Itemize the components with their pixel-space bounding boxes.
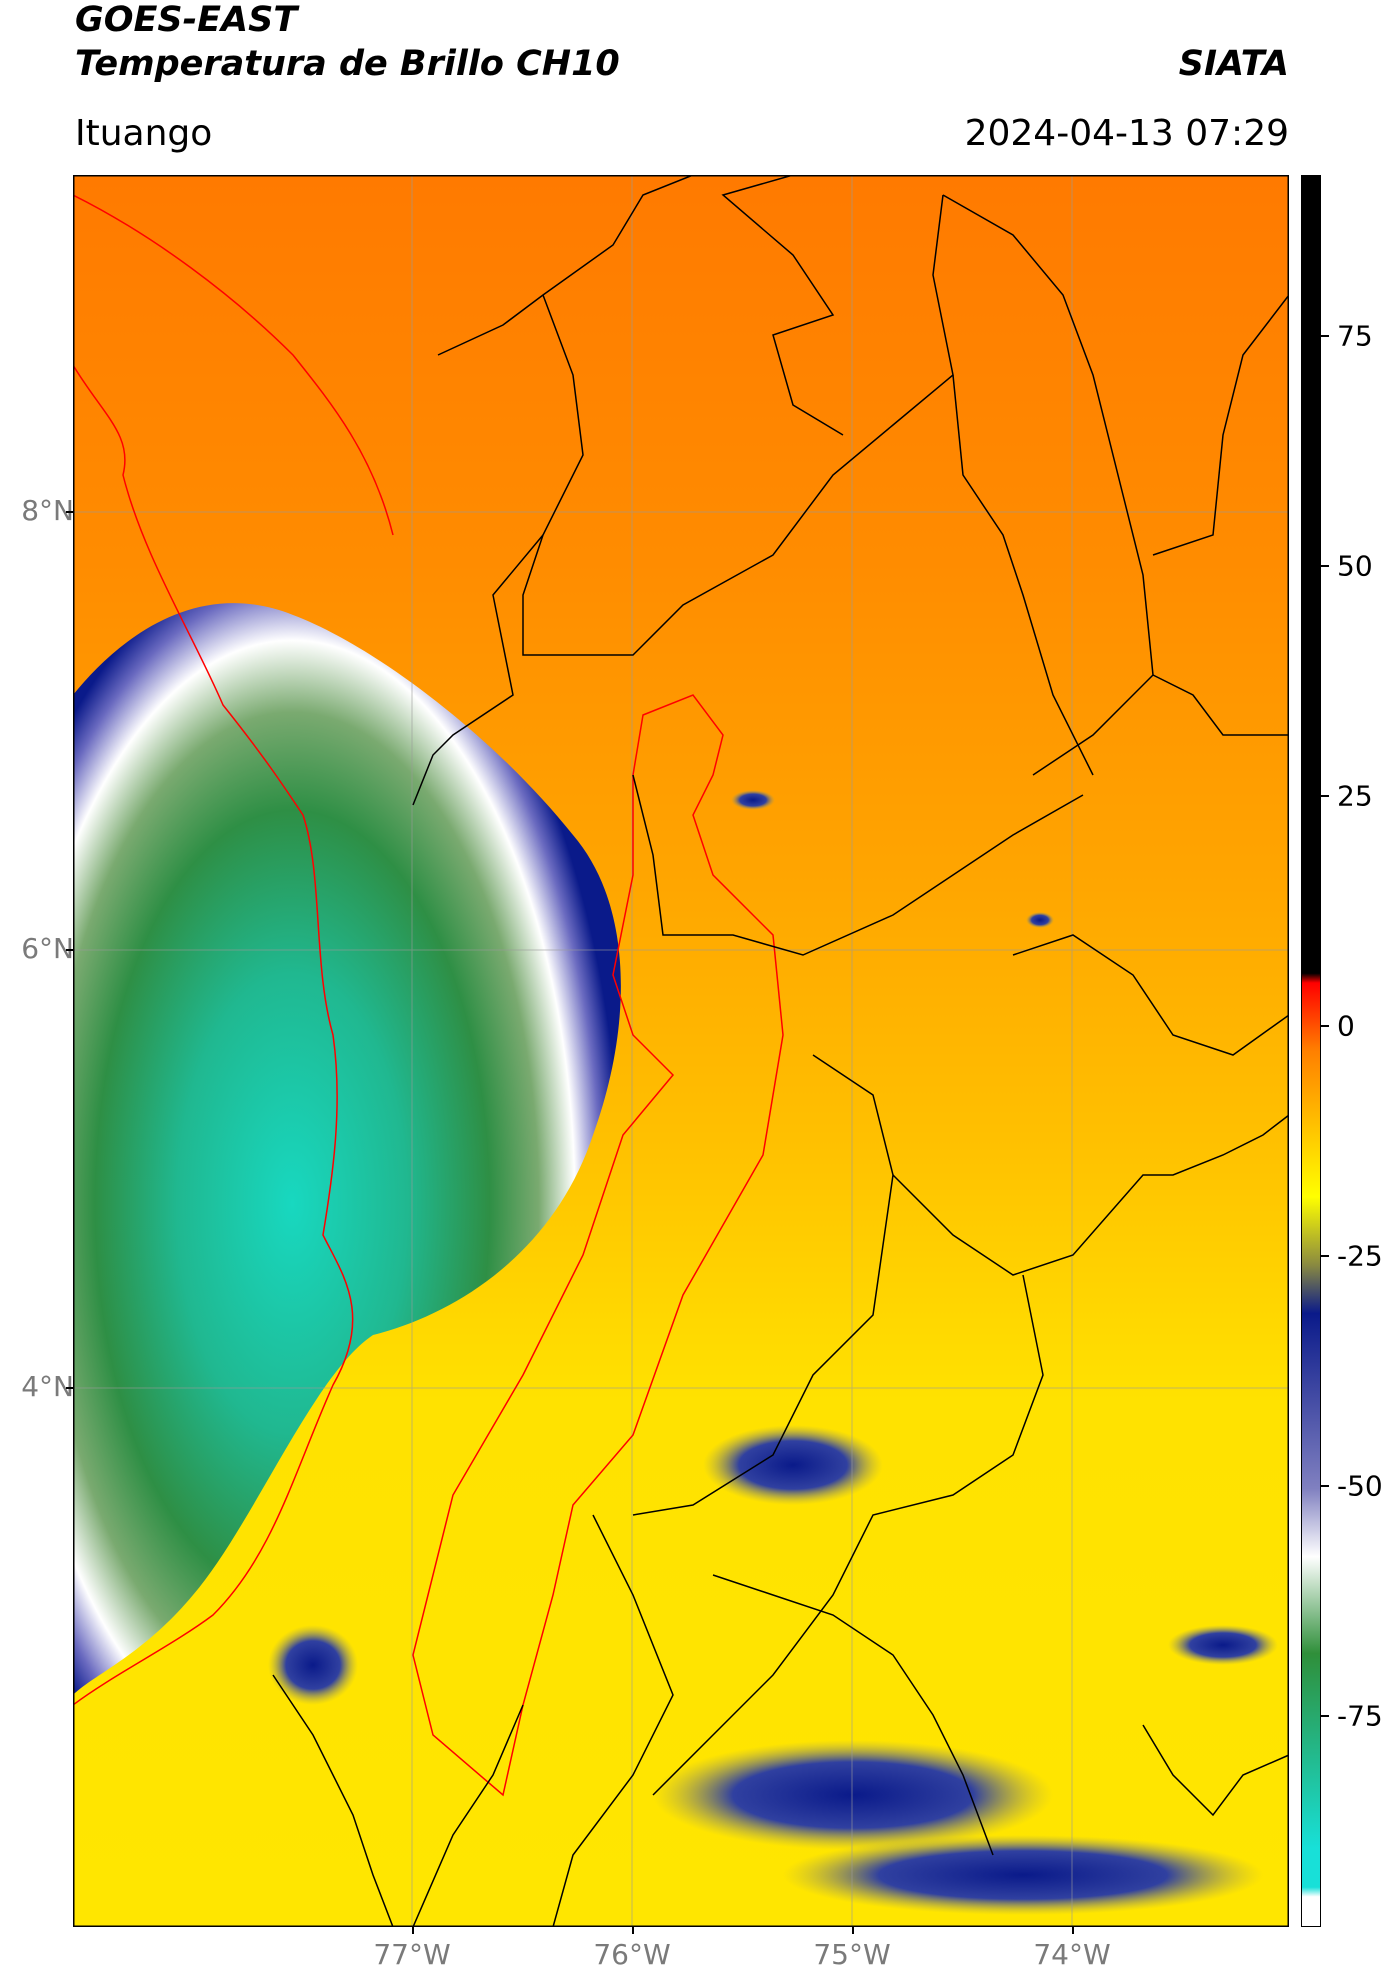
colorbar-tick [1321, 565, 1329, 567]
cloud-band [268, 1625, 358, 1705]
colorbar-tick [1321, 335, 1329, 337]
colorbar-label-50: 50 [1337, 549, 1373, 583]
region-label: Ituango [75, 113, 213, 154]
cloud-band [1168, 1625, 1278, 1665]
satellite-map [73, 175, 1289, 1927]
colorbar-label-75: 75 [1337, 319, 1373, 353]
lon-tick [412, 1927, 414, 1934]
lon-label-77: 77°W [373, 1938, 451, 1971]
coastline [73, 194, 394, 1706]
colorbar-tick [1321, 1485, 1329, 1487]
department-borders [272, 175, 1289, 1927]
brand-label: SIATA [1178, 44, 1289, 84]
product-title: Temperatura de Brillo CH10 [75, 44, 620, 84]
lon-label-74: 74°W [1033, 1938, 1111, 1971]
lat-tick [66, 511, 73, 513]
colorbar-tick [1321, 795, 1329, 797]
timestamp-label: 2024-04-13 07:29 [964, 113, 1289, 154]
lon-label-76: 76°W [593, 1938, 671, 1971]
colorbar [1301, 175, 1321, 1927]
cloud-band [783, 1835, 1263, 1915]
colorbar-label-minus25: -25 [1337, 1239, 1383, 1273]
colorbar-tick [1321, 1715, 1329, 1717]
cloud-band [731, 790, 775, 810]
map-frame [73, 175, 1289, 1927]
lon-tick [1072, 1927, 1074, 1934]
satellite-title: GOES-EAST [75, 0, 298, 40]
lon-label-75: 75°W [813, 1938, 891, 1971]
lon-tick [632, 1927, 634, 1934]
colorbar-label-0: 0 [1337, 1009, 1355, 1043]
lat-label-8: 8°N [21, 494, 74, 527]
colorbar-tick [1321, 1025, 1329, 1027]
cloud-band [703, 1425, 883, 1505]
colorbar-tick [1321, 1255, 1329, 1257]
lat-tick [66, 949, 73, 951]
colorbar-label-minus75: -75 [1337, 1699, 1383, 1733]
colorbar-label-minus50: -50 [1337, 1469, 1383, 1503]
colorbar-label-25: 25 [1337, 779, 1373, 813]
lon-tick [852, 1927, 854, 1934]
storm-cloud [73, 603, 621, 1695]
lat-label-4: 4°N [21, 1370, 74, 1403]
lat-tick [66, 1387, 73, 1389]
cloud-band [653, 1740, 1053, 1850]
grid [73, 175, 1289, 1927]
lat-label-6: 6°N [21, 932, 74, 965]
cloud-band [1026, 912, 1054, 928]
